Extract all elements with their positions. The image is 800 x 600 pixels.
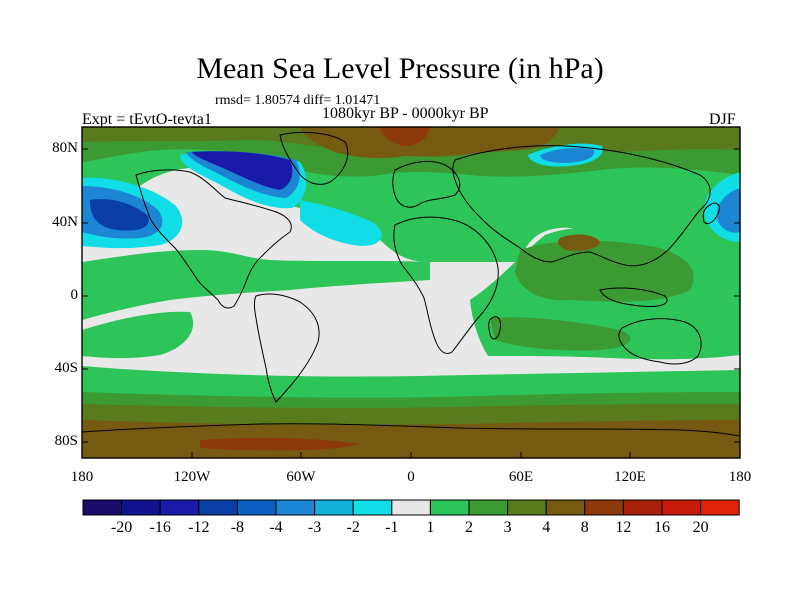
field-region-southern-indian-darkgreen — [490, 317, 631, 351]
coastline-japan — [702, 202, 720, 225]
colorbar-box-6 — [314, 499, 354, 516]
field-low-atlantic-cyan — [300, 200, 382, 246]
lon-label-60e: 60E — [508, 469, 534, 485]
lat-label-40s: 40S — [54, 360, 78, 376]
period-label: 1080kyr BP - 0000kyr BP — [322, 105, 489, 122]
colorbar-label: -4 — [269, 519, 283, 536]
field-low-greenland-navy — [192, 151, 293, 190]
colorbar-label: 3 — [503, 519, 512, 536]
colorbar-box-11 — [507, 499, 547, 516]
colorbar-box-16 — [700, 499, 740, 516]
coastline-indonesia — [599, 287, 668, 307]
coastline-south-america — [254, 293, 320, 403]
field-low-siberia-sky — [540, 147, 595, 163]
colorbar-box-4 — [236, 499, 277, 516]
colorbar-box-7 — [352, 499, 393, 516]
colorbar-label: -3 — [307, 519, 322, 536]
lon-ticks — [81, 452, 741, 458]
colorbar-label: 4 — [542, 519, 551, 536]
colorbar-box-15 — [661, 499, 702, 516]
colorbar-label: -16 — [149, 519, 171, 536]
colorbar-label: -20 — [110, 519, 133, 536]
colorbar-box-12 — [545, 499, 586, 516]
lon-label-120e: 120E — [614, 469, 646, 485]
colorbar-label: 1 — [426, 519, 435, 536]
colorbar-box-10 — [468, 499, 509, 516]
colorbar-box-1 — [121, 499, 161, 516]
field-region-eastern-pacific-green — [82, 311, 194, 359]
experiment-label: Expt = tEvtO-tevta1 — [82, 111, 212, 128]
lon-label-0: 0 — [407, 469, 415, 485]
field-region-arctic-rust — [380, 127, 430, 146]
colorbar-label: -8 — [230, 519, 245, 536]
coastline-madagascar — [488, 316, 501, 340]
lon-label-120w: 120W — [173, 469, 211, 485]
lat-label-0: 0 — [70, 287, 79, 303]
colorbar-label: 2 — [465, 519, 473, 536]
colorbar-box-0 — [82, 499, 123, 516]
colorbar-box-13 — [584, 499, 624, 516]
colorbar-box-5 — [275, 499, 316, 516]
coastline-north-america — [135, 169, 292, 309]
colorbar-box-9 — [429, 499, 470, 516]
field-low-north-pacific-east-sky — [716, 188, 740, 233]
colorbar-label: 12 — [615, 519, 632, 536]
lon-label-180w: 180 — [70, 469, 94, 485]
field-region-antarctic-rust — [200, 437, 360, 451]
lat-label-80n: 80N — [52, 140, 78, 156]
colorbar-box-8 — [391, 499, 431, 516]
colorbar — [82, 499, 740, 516]
lon-label-180e: 180 — [728, 469, 752, 485]
coastlines — [82, 131, 740, 437]
lon-label-60w: 60W — [286, 469, 316, 485]
colorbar-label: -2 — [346, 519, 360, 536]
coastline-africa — [393, 216, 499, 355]
coastline-australia — [618, 318, 702, 365]
field-region-indian-darkgreen — [515, 240, 694, 302]
lat-label-80s: 80S — [54, 433, 78, 449]
colorbar-box-3 — [198, 499, 238, 516]
plot-title: Mean Sea Level Pressure (in hPa) — [196, 52, 604, 85]
colorbar-label: 16 — [654, 519, 670, 536]
coastline-europe — [392, 160, 461, 208]
lat-label-40n: 40N — [52, 214, 78, 230]
colorbar-label: 20 — [692, 519, 709, 536]
coastline-asia — [452, 145, 711, 267]
colorbar-label: -1 — [385, 519, 399, 536]
field-region-tropical-green — [82, 250, 430, 320]
stats-line: rmsd= 1.80574 diff= 1.01471 — [215, 93, 381, 108]
colorbar-label: -12 — [188, 519, 210, 536]
colorbar-box-2 — [159, 499, 200, 516]
colorbar-box-14 — [622, 499, 663, 516]
coastline-antarctica — [82, 423, 740, 437]
field-low-north-pacific-west-blue — [90, 198, 149, 231]
pressure-field — [82, 127, 740, 458]
lat-ticks — [82, 148, 740, 443]
season-label: DJF — [709, 111, 736, 128]
field-region-asia-brown — [558, 234, 600, 251]
coastline-greenland — [279, 131, 349, 185]
colorbar-label: 8 — [580, 519, 589, 536]
